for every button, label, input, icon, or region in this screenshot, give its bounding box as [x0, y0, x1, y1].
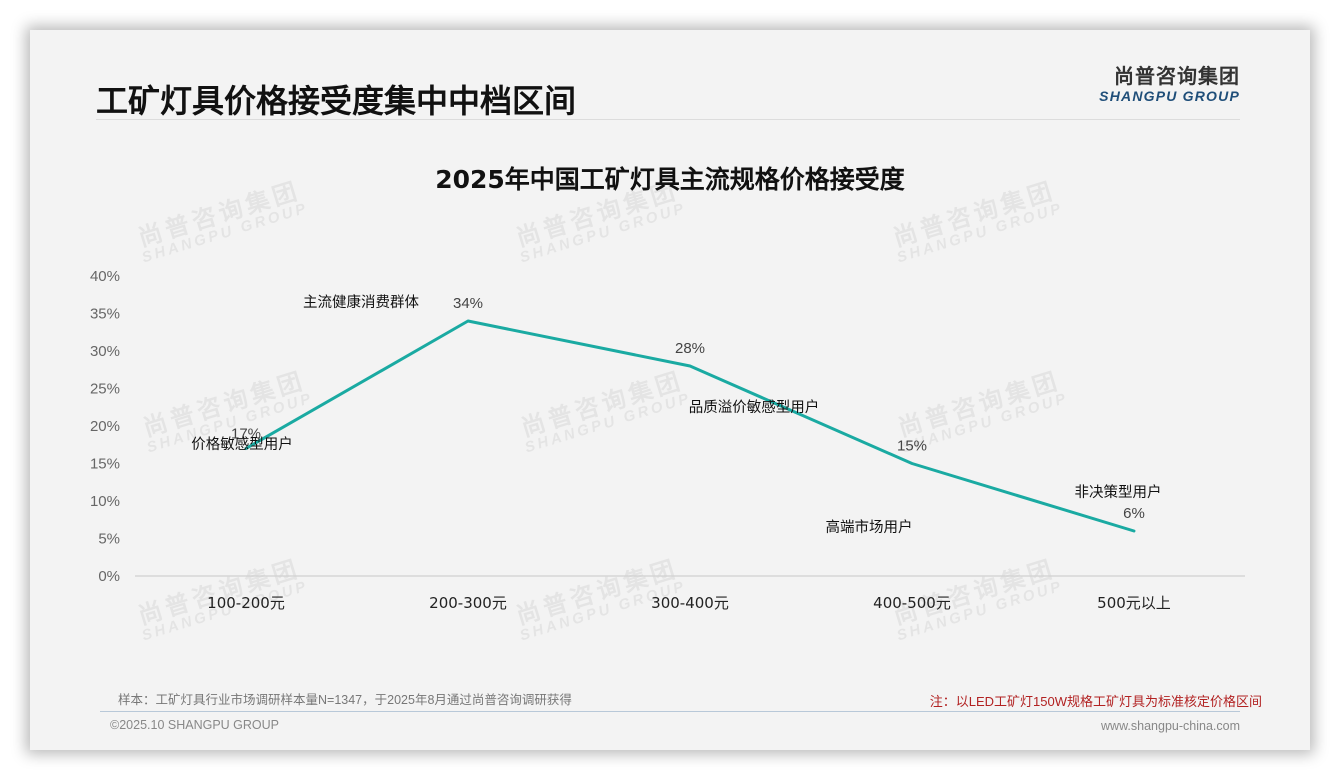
y-tick-label: 25% — [90, 381, 120, 398]
data-labels: 17% 34% 28% 15% 6% — [231, 295, 1145, 522]
page-title: 工矿灯具价格接受度集中中档区间 — [96, 82, 577, 120]
title-divider — [96, 119, 1240, 120]
website-link: www.shangpu-china.com — [1101, 719, 1240, 733]
x-tick-label: 300-400元 — [651, 594, 729, 612]
x-tick-label: 100-200元 — [207, 594, 285, 612]
footer-divider — [100, 711, 1240, 712]
line-chart: 0% 5% 10% 15% 20% 25% 30% 35% 40% 100-200元 200-30… — [90, 268, 1245, 612]
company-logo: 尚普咨询集团 SHANGPU GROUP — [1088, 65, 1240, 105]
data-label: 34% — [453, 295, 483, 312]
y-tick-label: 10% — [90, 493, 120, 510]
copyright: ©2025.10 SHANGPU GROUP — [110, 718, 279, 732]
series-line — [244, 319, 1136, 533]
y-axis: 0% 5% 10% 15% 20% 25% 30% 35% 40% — [90, 268, 120, 585]
x-axis: 100-200元 200-300元 300-400元 400-500元 500元以上 — [207, 594, 1171, 612]
y-tick-label: 15% — [90, 456, 120, 473]
data-label: 28% — [675, 340, 705, 357]
chart-title: 2025年中国工矿灯具主流规格价格接受度 — [435, 165, 905, 194]
y-tick-label: 5% — [98, 531, 120, 548]
x-tick-label: 500元以上 — [1097, 594, 1171, 612]
y-tick-label: 20% — [90, 418, 120, 435]
segment-annotation: 品质溢价敏感型用户 — [689, 399, 820, 416]
segment-annotation: 非决策型用户 — [1075, 484, 1162, 501]
segment-annotation: 价格敏感型用户 — [191, 436, 293, 453]
x-tick-label: 400-500元 — [873, 594, 951, 612]
y-tick-label: 30% — [90, 343, 120, 360]
footnote: 注：以LED工矿灯150W规格工矿灯具为标准核定价格区间 — [929, 694, 1262, 709]
sample-note: 样本：工矿灯具行业市场调研样本量N=1347，于2025年8月通过尚普咨询调研获… — [118, 693, 572, 707]
data-label: 15% — [897, 438, 927, 455]
y-tick-label: 40% — [90, 268, 120, 285]
segment-annotation: 高端市场用户 — [826, 519, 913, 536]
y-tick-label: 0% — [98, 568, 120, 585]
data-label: 6% — [1123, 505, 1145, 522]
y-tick-label: 35% — [90, 306, 120, 323]
x-tick-label: 200-300元 — [429, 594, 507, 612]
data-label: 17% — [231, 426, 261, 443]
segment-annotation: 主流健康消费群体 — [303, 294, 419, 311]
logo-english: SHANGPU GROUP — [1099, 88, 1240, 104]
slide-card: 尚普咨询集团 SHANGPU GROUP 尚普咨询集团 SHANGPU GROUP … — [30, 30, 1310, 750]
logo-chinese: 尚普咨询集团 — [1114, 64, 1240, 88]
